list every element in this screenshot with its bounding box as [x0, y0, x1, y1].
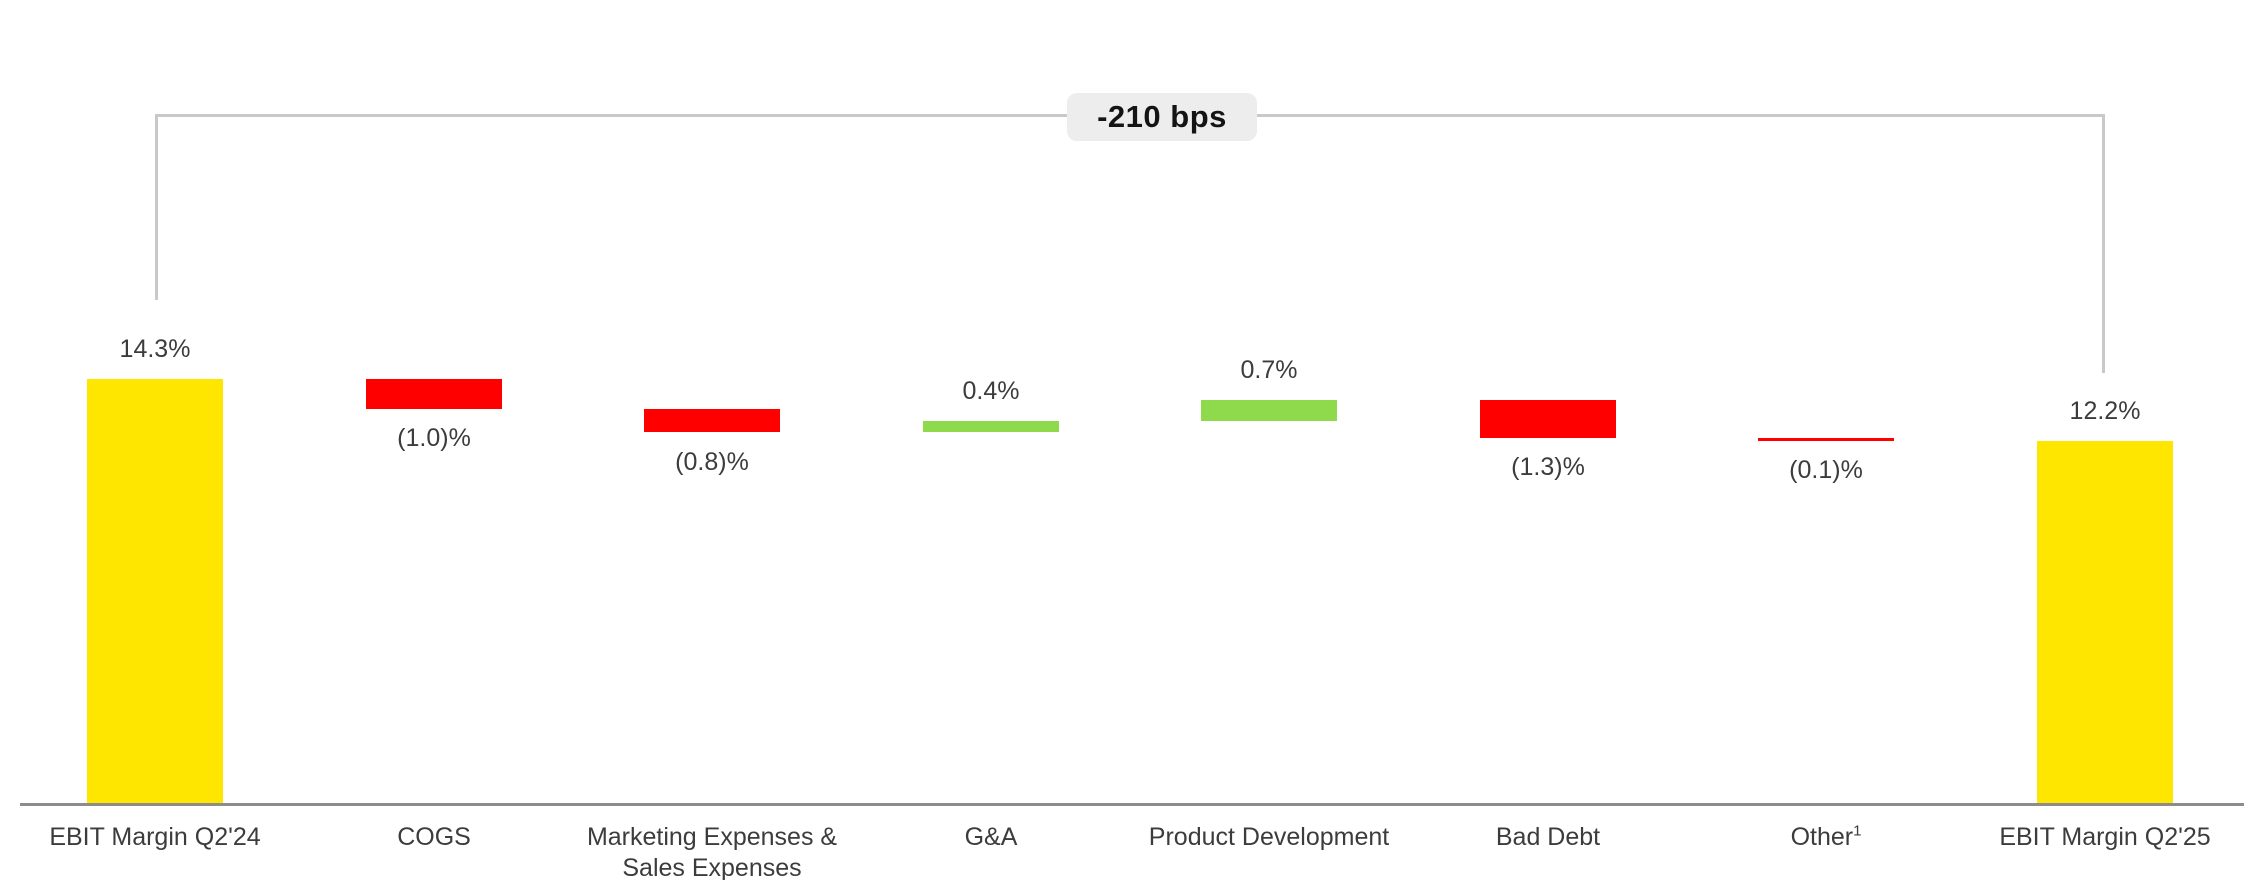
waterfall-bar-decrease [644, 408, 780, 433]
category-label-line: COGS [397, 823, 471, 851]
category-label-line: Other1 [1790, 822, 1862, 851]
bridge-total-badge: -210 bps [1067, 93, 1257, 141]
bracket-left-drop-line [155, 114, 158, 300]
bracket-right-drop-line [2102, 114, 2105, 373]
x-axis-line [20, 803, 2244, 806]
category-label-line: G&A [964, 823, 1018, 851]
bar-value-label: 14.3% [119, 334, 191, 363]
category-label: EBIT Margin Q2'24 [49, 822, 260, 853]
category-label: Product Development [1149, 822, 1389, 853]
category-footnote-marker: 1 [1853, 822, 1862, 840]
category-label: G&A [965, 822, 1018, 853]
waterfall-bar-decrease [1758, 438, 1894, 442]
waterfall-bar-total [2037, 441, 2173, 805]
category-label-line: Bad Debt [1495, 823, 1601, 851]
category-label-line: EBIT Margin Q2'24 [49, 823, 261, 851]
category-label: Bad Debt [1496, 822, 1600, 853]
category-label: COGS [397, 822, 471, 853]
bar-value-label: 0.7% [1240, 355, 1298, 384]
category-label-line: EBIT Margin Q2'25 [1999, 823, 2211, 851]
waterfall-bar-decrease [366, 378, 502, 409]
category-label-line: Sales Expenses [622, 854, 802, 880]
waterfall-bar-increase [1201, 399, 1337, 421]
category-label-line: Product Development [1148, 823, 1390, 851]
bar-value-label: (1.3)% [1511, 453, 1585, 482]
waterfall-bar-decrease [1480, 399, 1616, 439]
bar-value-label: (1.0)% [397, 423, 471, 452]
bar-value-label: 12.2% [2069, 397, 2141, 426]
bridge-total-label: -210 bps [1097, 99, 1227, 134]
bar-value-label: (0.1)% [1789, 456, 1863, 485]
waterfall-bar-increase [923, 420, 1059, 433]
bar-value-label: (0.8)% [675, 447, 749, 476]
bar-value-label: 0.4% [962, 376, 1020, 405]
waterfall-bar-total [87, 378, 223, 805]
category-label: Marketing Expenses & Sales Expenses [587, 822, 837, 880]
category-label: Other1 [1791, 822, 1862, 853]
category-label: EBIT Margin Q2'25 [1999, 822, 2210, 853]
category-label-line: Marketing Expenses & [586, 823, 838, 851]
